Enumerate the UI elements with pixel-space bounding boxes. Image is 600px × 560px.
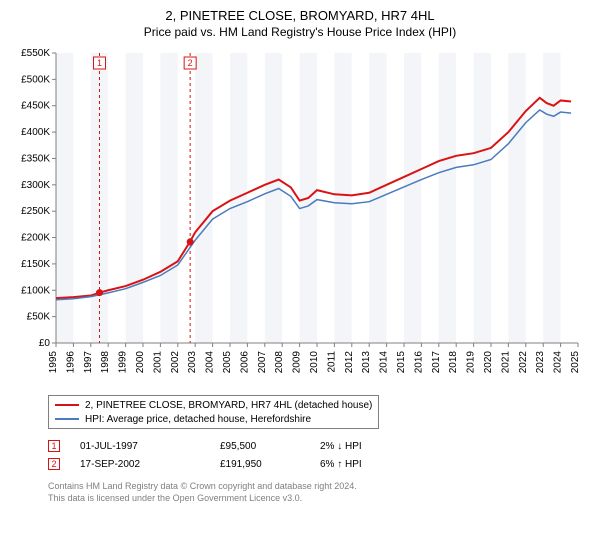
svg-text:£450K: £450K bbox=[21, 101, 50, 112]
footer-line-2: This data is licensed under the Open Gov… bbox=[48, 493, 592, 505]
chart-title: 2, PINETREE CLOSE, BROMYARD, HR7 4HL bbox=[8, 8, 592, 23]
transaction-row: 1 01-JUL-1997£95,5002% ↓ HPI bbox=[48, 437, 592, 455]
line-chart: £0 £50K £100K £150K £200K £250K £300K £350K £400… bbox=[8, 45, 592, 385]
legend-label: 2, PINETREE CLOSE, BROMYARD, HR7 4HL (de… bbox=[85, 400, 372, 411]
svg-text:£100K: £100K bbox=[21, 285, 50, 296]
transaction-marker: 2 bbox=[48, 458, 60, 470]
transaction-price: £191,950 bbox=[220, 459, 320, 470]
svg-text:2016: 2016 bbox=[413, 351, 424, 374]
legend-label: HPI: Average price, detached house, Here… bbox=[85, 414, 311, 425]
svg-text:£250K: £250K bbox=[21, 206, 50, 217]
svg-text:2022: 2022 bbox=[518, 351, 529, 374]
svg-text:2013: 2013 bbox=[361, 351, 372, 374]
transaction-marker: 1 bbox=[48, 440, 60, 452]
svg-text:2014: 2014 bbox=[379, 351, 390, 374]
svg-text:2003: 2003 bbox=[187, 351, 198, 374]
legend-swatch bbox=[55, 418, 79, 420]
chart-container: 2, PINETREE CLOSE, BROMYARD, HR7 4HL Pri… bbox=[8, 8, 592, 504]
svg-text:2025: 2025 bbox=[570, 351, 581, 374]
svg-text:£500K: £500K bbox=[21, 74, 50, 85]
transaction-price: £95,500 bbox=[220, 441, 320, 452]
svg-text:£0: £0 bbox=[39, 338, 51, 349]
svg-text:1997: 1997 bbox=[83, 351, 94, 374]
svg-text:1996: 1996 bbox=[65, 351, 76, 374]
svg-text:1998: 1998 bbox=[100, 351, 111, 374]
svg-text:2024: 2024 bbox=[553, 351, 564, 374]
svg-text:2005: 2005 bbox=[222, 351, 233, 374]
svg-text:2015: 2015 bbox=[396, 351, 407, 374]
svg-text:2004: 2004 bbox=[205, 351, 216, 374]
transaction-date: 01-JUL-1997 bbox=[80, 441, 220, 452]
svg-text:2021: 2021 bbox=[500, 351, 511, 374]
svg-text:2018: 2018 bbox=[448, 351, 459, 374]
svg-text:2007: 2007 bbox=[257, 351, 268, 374]
svg-text:£200K: £200K bbox=[21, 233, 50, 244]
transaction-delta: 2% ↓ HPI bbox=[320, 441, 420, 452]
chart-subtitle: Price paid vs. HM Land Registry's House … bbox=[8, 25, 592, 39]
svg-text:2009: 2009 bbox=[292, 351, 303, 374]
svg-text:2010: 2010 bbox=[309, 351, 320, 374]
transaction-delta: 6% ↑ HPI bbox=[320, 459, 420, 470]
svg-text:2002: 2002 bbox=[170, 351, 181, 374]
svg-text:1: 1 bbox=[97, 58, 102, 68]
svg-text:2011: 2011 bbox=[326, 351, 337, 373]
svg-text:2001: 2001 bbox=[152, 351, 163, 374]
legend-item: HPI: Average price, detached house, Here… bbox=[55, 412, 372, 426]
svg-text:2008: 2008 bbox=[274, 351, 285, 374]
svg-text:2006: 2006 bbox=[239, 351, 250, 374]
svg-text:2012: 2012 bbox=[344, 351, 355, 374]
svg-text:1999: 1999 bbox=[118, 351, 129, 374]
svg-text:£350K: £350K bbox=[21, 153, 50, 164]
svg-text:2023: 2023 bbox=[535, 351, 546, 374]
legend-item: 2, PINETREE CLOSE, BROMYARD, HR7 4HL (de… bbox=[55, 398, 372, 412]
legend-swatch bbox=[55, 404, 79, 406]
footer-attribution: Contains HM Land Registry data © Crown c… bbox=[48, 481, 592, 504]
footer-line-1: Contains HM Land Registry data © Crown c… bbox=[48, 481, 592, 493]
transaction-date: 17-SEP-2002 bbox=[80, 459, 220, 470]
svg-text:£400K: £400K bbox=[21, 127, 50, 138]
svg-text:2017: 2017 bbox=[431, 351, 442, 374]
transaction-row: 2 17-SEP-2002£191,9506% ↑ HPI bbox=[48, 455, 592, 473]
svg-text:£50K: £50K bbox=[27, 312, 51, 323]
svg-text:2: 2 bbox=[188, 58, 193, 68]
svg-text:£300K: £300K bbox=[21, 180, 50, 191]
transactions-table: 1 01-JUL-1997£95,5002% ↓ HPI 2 17-SEP-2002£… bbox=[48, 437, 592, 473]
svg-text:2000: 2000 bbox=[135, 351, 146, 374]
svg-text:£150K: £150K bbox=[21, 259, 50, 270]
svg-text:2020: 2020 bbox=[483, 351, 494, 374]
legend: 2, PINETREE CLOSE, BROMYARD, HR7 4HL (de… bbox=[48, 395, 379, 429]
svg-text:2019: 2019 bbox=[466, 351, 477, 374]
svg-text:£550K: £550K bbox=[21, 48, 50, 59]
svg-text:1995: 1995 bbox=[48, 351, 59, 374]
